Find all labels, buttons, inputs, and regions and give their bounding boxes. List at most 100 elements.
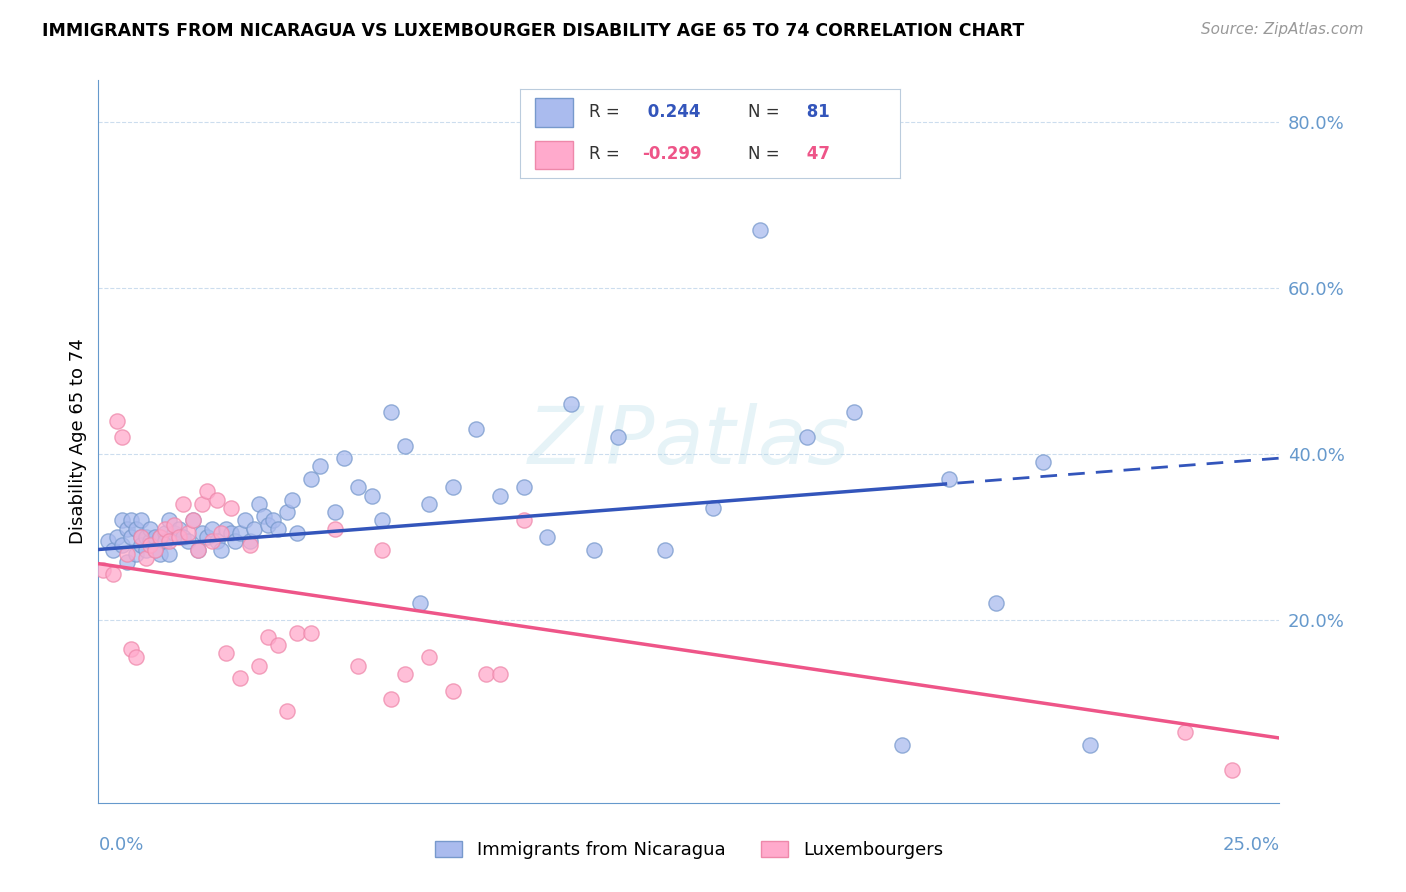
Point — [796, 430, 818, 444]
Point — [281, 492, 304, 507]
Text: R =: R = — [589, 145, 624, 163]
Point — [121, 642, 143, 657]
Point — [215, 522, 238, 536]
Point — [1080, 738, 1102, 752]
Point — [115, 547, 138, 561]
Point — [91, 563, 114, 577]
Point — [172, 530, 194, 544]
Point — [163, 525, 186, 540]
Point — [247, 658, 270, 673]
Point — [239, 534, 262, 549]
Text: 81: 81 — [801, 103, 830, 121]
Point — [267, 522, 290, 536]
Point — [153, 534, 176, 549]
Point — [101, 567, 124, 582]
Point — [380, 405, 402, 419]
Point — [323, 522, 346, 536]
Point — [153, 522, 176, 536]
Point — [121, 530, 143, 544]
Point — [257, 630, 280, 644]
Point — [285, 625, 308, 640]
Point — [191, 525, 214, 540]
Point — [361, 489, 384, 503]
Point — [489, 667, 512, 681]
Point — [371, 513, 394, 527]
Point — [219, 525, 242, 540]
Point — [111, 513, 134, 527]
Point — [394, 667, 416, 681]
Point — [489, 489, 512, 503]
Point — [984, 597, 1007, 611]
Point — [702, 500, 724, 515]
Point — [163, 517, 186, 532]
Point — [143, 530, 166, 544]
Point — [205, 534, 228, 549]
Point — [135, 530, 157, 544]
Point — [371, 542, 394, 557]
Point — [167, 522, 190, 536]
Point — [125, 650, 148, 665]
Text: Source: ZipAtlas.com: Source: ZipAtlas.com — [1201, 22, 1364, 37]
Text: N =: N = — [748, 103, 785, 121]
Point — [418, 650, 440, 665]
Point — [748, 223, 770, 237]
Point — [125, 522, 148, 536]
Point — [111, 538, 134, 552]
Point — [177, 534, 200, 549]
Point — [229, 525, 252, 540]
Point — [135, 550, 157, 565]
Point — [512, 513, 534, 527]
Text: N =: N = — [748, 145, 785, 163]
Point — [441, 683, 464, 698]
Point — [1032, 455, 1054, 469]
Point — [101, 542, 124, 557]
Point — [181, 513, 204, 527]
FancyBboxPatch shape — [536, 98, 574, 127]
Point — [129, 530, 152, 544]
Point — [125, 547, 148, 561]
Point — [191, 497, 214, 511]
Point — [347, 658, 370, 673]
Point — [844, 405, 866, 419]
Point — [139, 538, 162, 552]
Point — [323, 505, 346, 519]
Text: 25.0%: 25.0% — [1222, 836, 1279, 854]
Point — [247, 497, 270, 511]
Point — [219, 500, 242, 515]
Point — [205, 492, 228, 507]
Point — [177, 525, 200, 540]
Point — [97, 534, 120, 549]
Text: IMMIGRANTS FROM NICARAGUA VS LUXEMBOURGER DISABILITY AGE 65 TO 74 CORRELATION CH: IMMIGRANTS FROM NICARAGUA VS LUXEMBOURGE… — [42, 22, 1025, 40]
Point — [181, 513, 204, 527]
Point — [583, 542, 606, 557]
Point — [201, 522, 224, 536]
Point — [233, 513, 256, 527]
Point — [157, 534, 180, 549]
Point — [224, 534, 246, 549]
Point — [187, 542, 209, 557]
Point — [149, 530, 172, 544]
Point — [347, 480, 370, 494]
Point — [560, 397, 582, 411]
Point — [253, 509, 276, 524]
Point — [135, 542, 157, 557]
Point — [105, 530, 128, 544]
Point — [1220, 763, 1243, 777]
Point — [153, 525, 176, 540]
Point — [475, 667, 498, 681]
Point — [143, 542, 166, 557]
Point — [309, 459, 332, 474]
Point — [938, 472, 960, 486]
Point — [209, 525, 232, 540]
Point — [167, 530, 190, 544]
Point — [229, 671, 252, 685]
Point — [129, 513, 152, 527]
FancyBboxPatch shape — [536, 141, 574, 169]
Point — [536, 530, 558, 544]
Point — [143, 542, 166, 557]
Point — [654, 542, 676, 557]
Text: 47: 47 — [801, 145, 830, 163]
Point — [215, 646, 238, 660]
Point — [139, 534, 162, 549]
Point — [239, 538, 262, 552]
